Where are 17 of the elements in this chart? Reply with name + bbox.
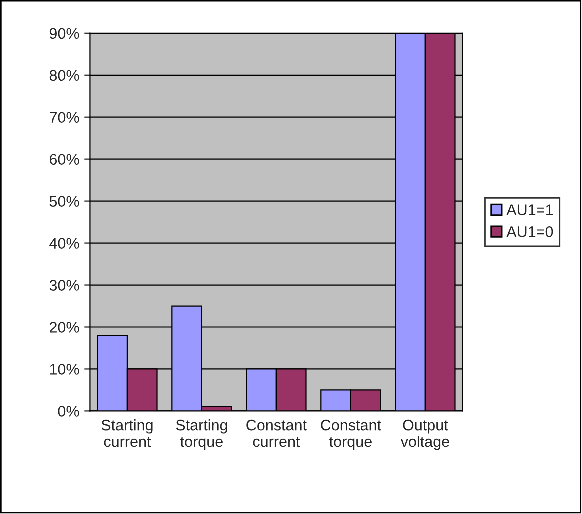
legend-label: AU1=0 bbox=[506, 226, 554, 238]
y-tick-label: 80% bbox=[50, 70, 80, 82]
y-tick-label: 0% bbox=[58, 406, 80, 417]
y-tick-label: 70% bbox=[50, 112, 80, 124]
y-tick-label: 30% bbox=[50, 280, 80, 291]
y-tick-label: 90% bbox=[50, 28, 80, 40]
y-tick-label: 60% bbox=[50, 154, 80, 166]
legend-label: AU1=1 bbox=[506, 204, 554, 216]
y-tick-label: 40% bbox=[50, 238, 80, 249]
x-tick-label: Constant torque bbox=[321, 420, 382, 450]
x-tick-label: Constant current bbox=[246, 420, 307, 448]
y-tick-label: 10% bbox=[50, 364, 80, 375]
y-tick-label: 50% bbox=[50, 196, 80, 208]
y-tick-label: 20% bbox=[50, 322, 80, 333]
x-tick-label: Starting current bbox=[102, 420, 153, 448]
x-tick-label: Starting torque bbox=[176, 420, 228, 450]
x-tick-label: Output voltage bbox=[400, 420, 450, 450]
